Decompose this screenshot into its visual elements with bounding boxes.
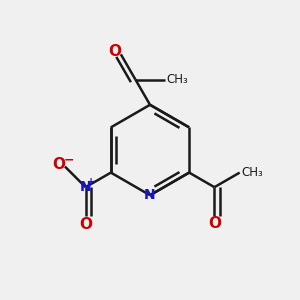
Text: N: N bbox=[80, 180, 92, 194]
Text: O: O bbox=[108, 44, 121, 59]
Text: O: O bbox=[52, 157, 66, 172]
Text: CH₃: CH₃ bbox=[166, 73, 188, 86]
Text: O: O bbox=[208, 216, 221, 231]
Text: +: + bbox=[87, 177, 95, 187]
Text: N: N bbox=[144, 188, 156, 202]
Text: −: − bbox=[63, 154, 74, 166]
Text: CH₃: CH₃ bbox=[242, 166, 263, 179]
Text: O: O bbox=[79, 217, 92, 232]
